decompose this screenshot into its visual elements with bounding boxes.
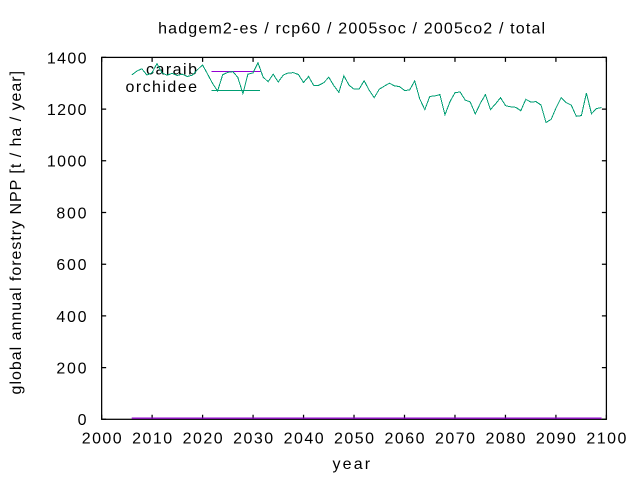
svg-text:0: 0 [78, 412, 87, 429]
svg-text:1200: 1200 [47, 102, 87, 119]
svg-text:2020: 2020 [183, 431, 223, 448]
svg-text:2050: 2050 [334, 431, 374, 448]
svg-text:2090: 2090 [536, 431, 576, 448]
svg-text:hadgem2-es / rcp60 / 2005soc /: hadgem2-es / rcp60 / 2005soc / 2005co2 /… [158, 20, 545, 37]
svg-text:2030: 2030 [233, 431, 273, 448]
svg-text:2080: 2080 [486, 431, 526, 448]
svg-text:2070: 2070 [435, 431, 475, 448]
svg-text:200: 200 [56, 361, 86, 378]
svg-text:800: 800 [56, 205, 86, 222]
svg-text:600: 600 [56, 257, 86, 274]
svg-text:2040: 2040 [284, 431, 324, 448]
svg-text:1000: 1000 [47, 154, 87, 171]
svg-text:2000: 2000 [82, 431, 122, 448]
svg-text:global annual forestry NPP [t: global annual forestry NPP [t / ha / yea… [8, 71, 25, 395]
svg-text:1400: 1400 [47, 50, 87, 67]
svg-text:400: 400 [56, 309, 86, 326]
svg-text:2100: 2100 [586, 431, 626, 448]
svg-text:2060: 2060 [385, 431, 425, 448]
svg-text:2010: 2010 [132, 431, 172, 448]
